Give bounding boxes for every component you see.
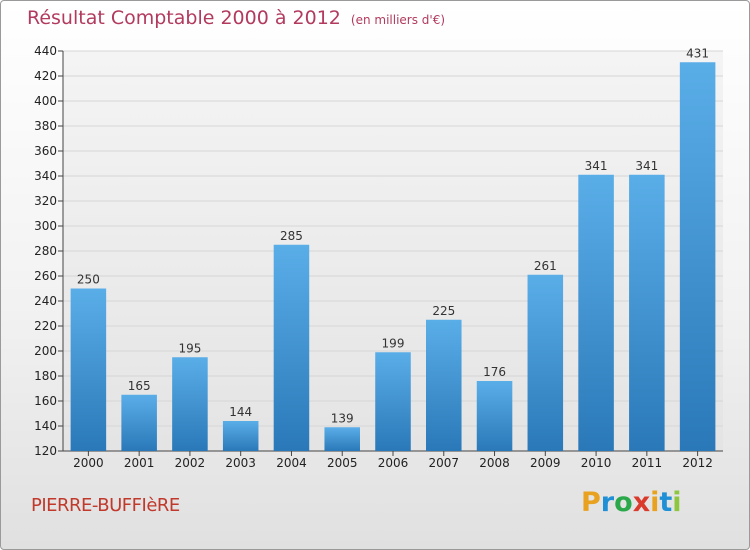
x-tick-label: 2004 <box>276 456 307 470</box>
x-tick-label: 2005 <box>327 456 358 470</box>
x-tick-label: 2009 <box>530 456 561 470</box>
y-tick-label: 320 <box>34 194 57 208</box>
data-label: 261 <box>534 259 557 273</box>
y-tick-label: 380 <box>34 119 57 133</box>
x-tick-label: 2007 <box>428 456 459 470</box>
logo-letter: P <box>581 487 601 518</box>
logo-letter: x <box>632 487 651 518</box>
y-tick-label: 220 <box>34 319 57 333</box>
bar <box>426 319 462 451</box>
y-tick-label: 160 <box>34 394 57 408</box>
chart-title-main: Résultat Comptable 2000 à 2012 <box>27 7 341 29</box>
logo-letter: o <box>614 487 633 518</box>
y-tick-label: 300 <box>34 219 57 233</box>
logo-letter: i <box>650 487 660 518</box>
chart-title: Résultat Comptable 2000 à 2012 (en millie… <box>27 7 445 29</box>
y-tick-label: 200 <box>34 344 57 358</box>
data-label: 225 <box>432 304 455 318</box>
y-tick-label: 440 <box>34 44 57 58</box>
bar <box>324 427 360 451</box>
data-label: 431 <box>686 46 709 60</box>
bar <box>629 174 665 451</box>
y-tick-label: 120 <box>34 444 57 458</box>
data-label: 165 <box>128 379 151 393</box>
data-label: 139 <box>331 411 354 425</box>
y-tick-label: 180 <box>34 369 57 383</box>
chart-title-unit: (en milliers d'€) <box>350 13 446 27</box>
bar <box>172 357 208 451</box>
y-tick-label: 280 <box>34 244 57 258</box>
bar <box>273 244 310 451</box>
bar <box>70 288 107 451</box>
data-label: 195 <box>178 341 201 355</box>
logo-letter: t <box>659 487 673 518</box>
y-tick-label: 400 <box>34 94 57 108</box>
data-label: 250 <box>77 273 100 287</box>
y-tick-label: 260 <box>34 269 57 283</box>
data-label: 176 <box>483 365 506 379</box>
x-tick-label: 2011 <box>632 456 663 470</box>
bar <box>578 174 614 451</box>
data-label: 341 <box>635 159 658 173</box>
x-tick-label: 2008 <box>479 456 510 470</box>
x-tick-label: 2003 <box>225 456 256 470</box>
x-tick-label: 2010 <box>581 456 612 470</box>
bar <box>476 381 513 451</box>
x-tick-label: 2012 <box>682 456 713 470</box>
logo-letter: i <box>672 487 682 518</box>
proxiti-logo: Proxiti <box>581 487 682 518</box>
x-tick-label: 2002 <box>175 456 206 470</box>
y-tick-label: 340 <box>34 169 57 183</box>
y-tick-label: 240 <box>34 294 57 308</box>
x-tick-label: 2001 <box>124 456 155 470</box>
data-label: 341 <box>585 159 608 173</box>
bar <box>121 394 157 451</box>
bar <box>527 274 564 451</box>
bar <box>679 62 716 451</box>
x-tick-label: 2006 <box>378 456 409 470</box>
logo-letter: r <box>600 487 615 518</box>
bar <box>375 352 411 451</box>
commune-name: PIERRE-BUFFIèRE <box>31 495 180 516</box>
y-tick-label: 140 <box>34 419 57 433</box>
data-label: 285 <box>280 229 303 243</box>
data-label: 199 <box>382 336 405 350</box>
bar <box>222 421 259 451</box>
y-tick-label: 420 <box>34 69 57 83</box>
data-label: 144 <box>229 405 252 419</box>
x-tick-label: 2000 <box>73 456 104 470</box>
y-tick-label: 360 <box>34 144 57 158</box>
